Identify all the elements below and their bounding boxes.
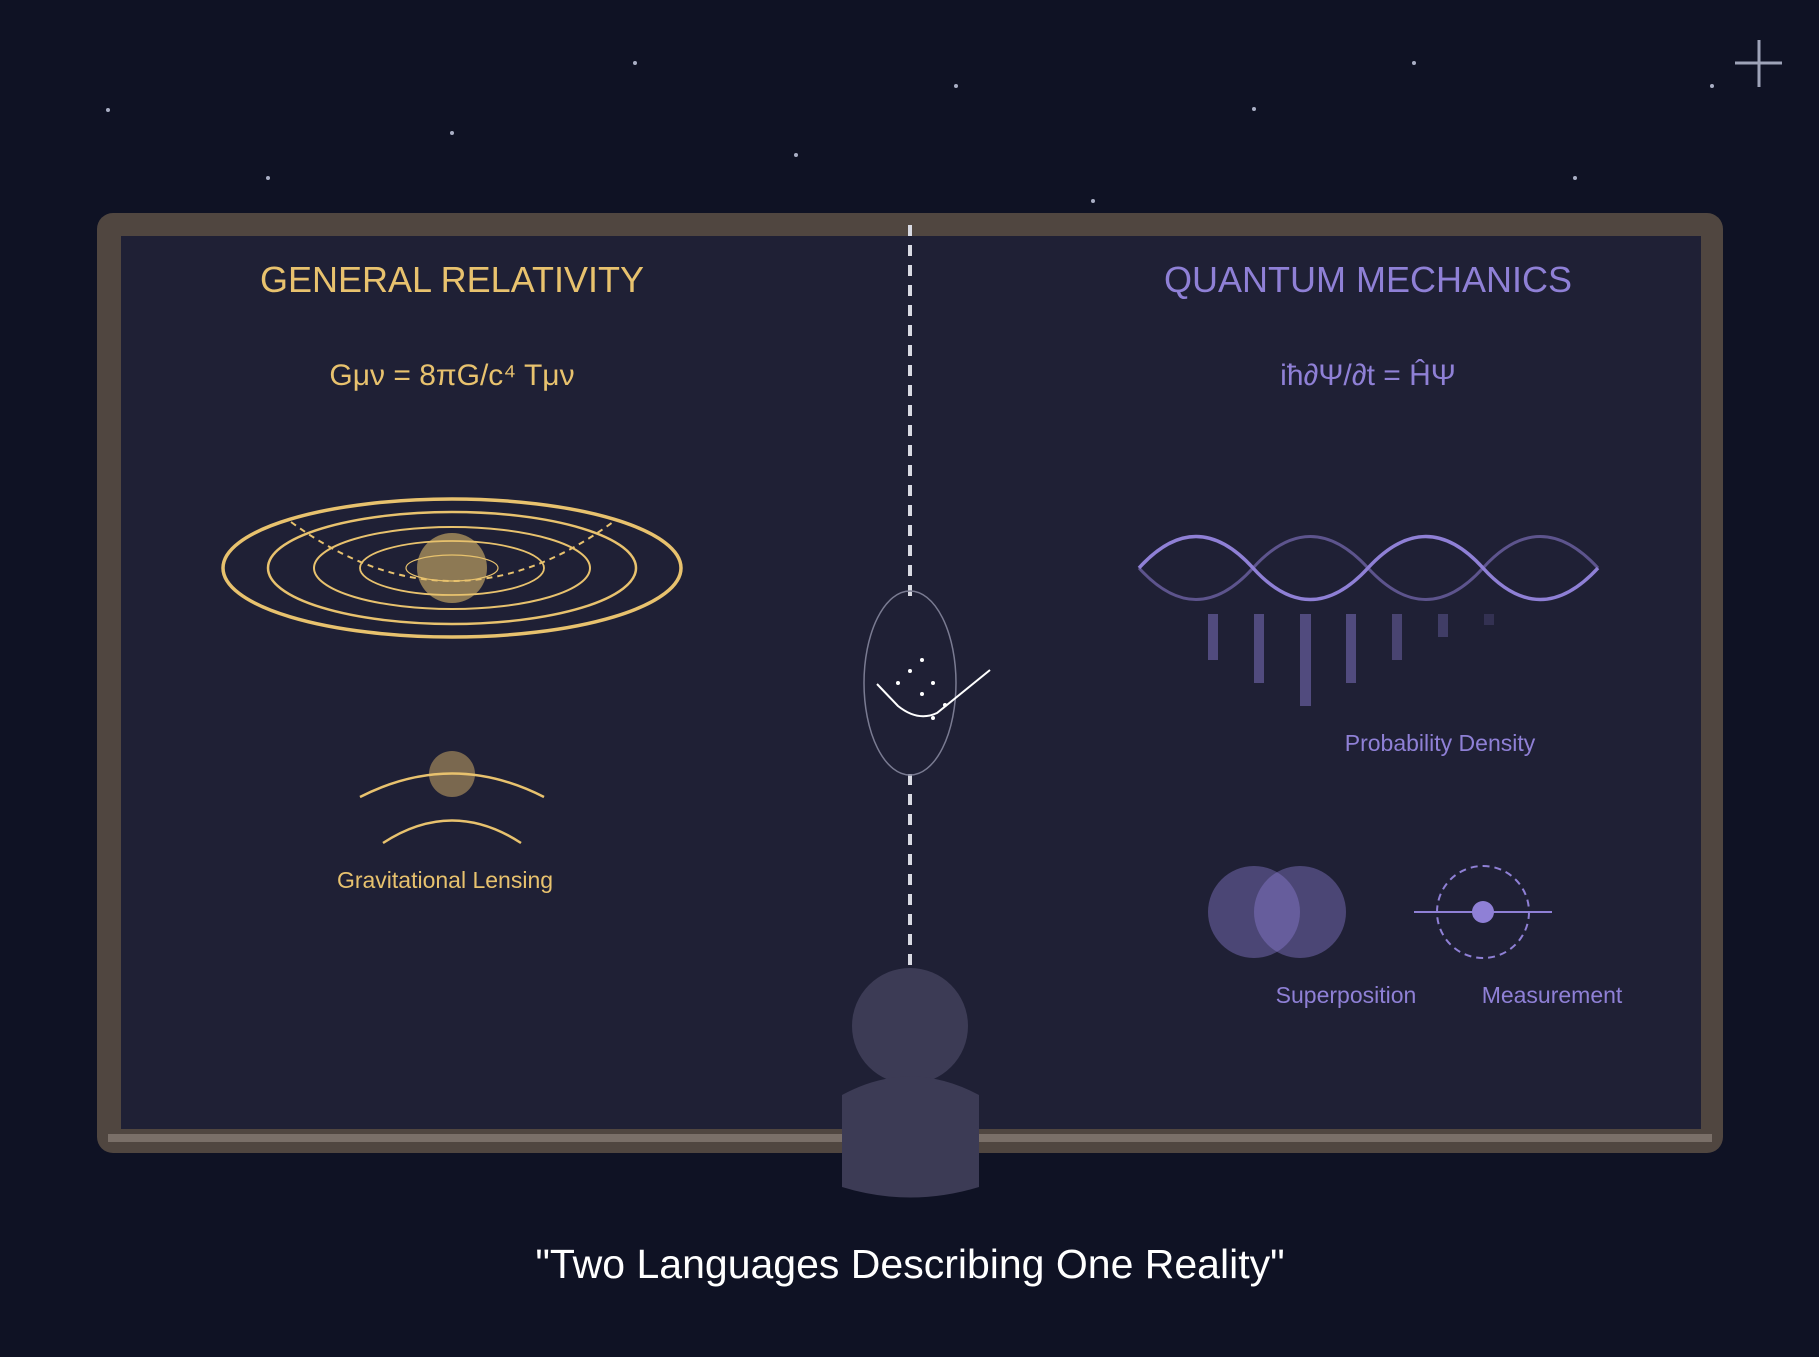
bridge-oval-icon	[863, 590, 991, 776]
plus-icon	[1735, 40, 1782, 87]
mass-sphere	[417, 533, 487, 603]
person-silhouette-icon	[842, 968, 979, 1198]
density-bar	[1392, 614, 1402, 660]
probability-density-label: Probability Density	[1345, 730, 1536, 756]
star	[1573, 176, 1577, 180]
probability-density-bars	[1208, 614, 1494, 706]
star	[794, 153, 798, 157]
wavefunction-icon	[1137, 534, 1600, 602]
measured-particle-icon	[1414, 865, 1552, 959]
lensing-label: Gravitational Lensing	[337, 867, 553, 893]
star	[1252, 107, 1256, 111]
caption: "Two Languages Describing One Reality"	[535, 1241, 1284, 1287]
density-bar	[1438, 614, 1448, 637]
measurement-label: Measurement	[1482, 982, 1623, 1008]
star	[1091, 199, 1095, 203]
orbit-path	[290, 521, 614, 582]
lensing-icon	[359, 751, 545, 845]
einstein-equation: Gμν = 8πG/c⁴ Tμν	[329, 359, 574, 392]
curved-spacetime-icon	[221, 497, 683, 639]
star	[633, 61, 637, 65]
star	[1412, 61, 1416, 65]
schrodinger-equation: iħ∂Ψ/∂t = ĤΨ	[1280, 359, 1456, 392]
quantum-title: QUANTUM MECHANICS	[1164, 259, 1572, 300]
density-bar	[1254, 614, 1264, 683]
density-bar	[1346, 614, 1356, 683]
star	[954, 84, 958, 88]
density-bar	[1300, 614, 1311, 706]
star	[1710, 84, 1714, 88]
star	[266, 176, 270, 180]
density-bar	[1484, 614, 1494, 625]
star	[450, 131, 454, 135]
overlapping-circles-icon	[1208, 866, 1346, 958]
relativity-title: GENERAL RELATIVITY	[260, 259, 644, 300]
superposition-label: Superposition	[1276, 982, 1417, 1008]
density-bar	[1208, 614, 1218, 660]
star	[106, 108, 110, 112]
stars	[106, 61, 1714, 203]
